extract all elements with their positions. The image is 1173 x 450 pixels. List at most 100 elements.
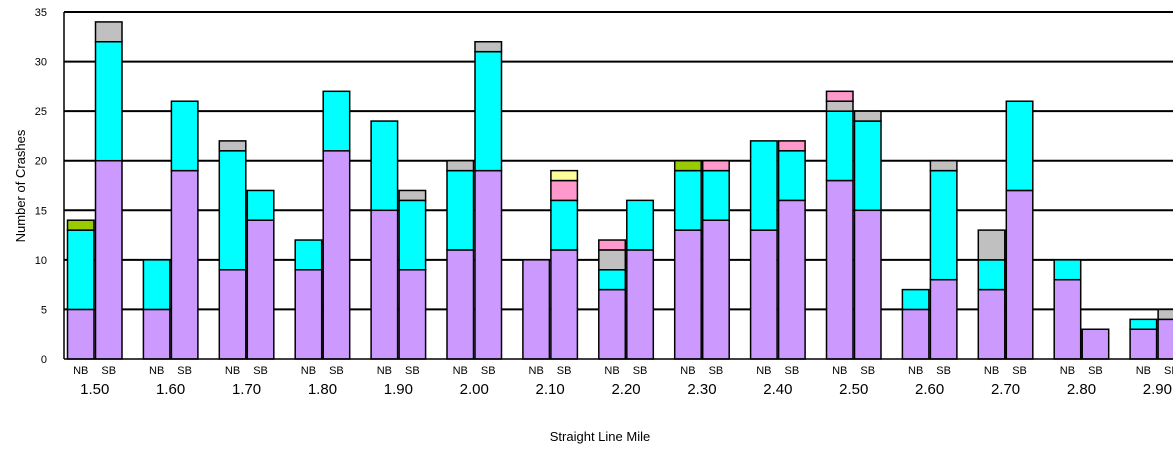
mile-label: 2.50 [839,381,868,398]
bar-segment [294,239,323,271]
bar-2.30-NB [673,159,702,360]
bar-segment [522,259,551,360]
dir-label: NB [756,365,771,377]
bar-segment [218,140,247,152]
bar-2.70-SB [1005,100,1034,360]
bar-segment [218,269,247,360]
bar-2.60-SB [929,159,958,360]
bar-segment [246,189,275,221]
bar-2.90-SB [1157,308,1173,360]
bar-segment [66,308,95,360]
dir-label: NB [908,365,923,377]
bar-2.10-SB [550,169,579,360]
bar-segment [474,40,503,53]
bar-segment [598,269,627,291]
dir-label: SB [177,365,192,377]
bar-segment [1157,308,1173,321]
bar-2.30-SB [701,159,730,360]
bar-segment [825,110,854,182]
bar-segment [398,189,427,202]
bar-segment [474,169,503,360]
bar-2.80-NB [1053,259,1082,360]
bar-segment [142,259,171,311]
bar-1.80-NB [294,239,323,360]
bar-segment [1053,259,1082,281]
bar-segment [1129,328,1158,360]
dir-label: SB [1088,365,1103,377]
bar-segment [777,199,806,360]
bar-segment [825,100,854,112]
bar-1.70-NB [218,140,247,360]
dir-label: NB [1136,365,1151,377]
bar-segment [94,159,123,360]
bar-segment [825,90,854,102]
dir-label: NB [225,365,240,377]
bar-segment [901,308,930,360]
bar-segment [901,288,930,311]
bar-segment [66,229,95,311]
bar-segment [598,249,627,271]
dir-label: SB [405,365,420,377]
tick-labels: 0 5 10 15 20 25 30 35 NB SB 1.50 NB SB 1.60 NB SB 1.70 NB… [35,7,1173,398]
bar-2.70-NB [977,229,1006,360]
bar-segment [777,150,806,202]
mile-label: 2.40 [763,381,792,398]
mile-label: 2.90 [1143,381,1172,398]
bar-2.40-SB [777,140,806,360]
bar-segment [370,209,399,360]
bar-segment [1005,100,1034,192]
bar-2.90-NB [1129,318,1158,360]
bar-segment [1129,318,1158,331]
y-tick-label: 0 [41,354,47,366]
dir-label: SB [936,365,951,377]
dir-label: NB [301,365,316,377]
bar-segment [673,159,702,172]
dir-label: NB [73,365,88,377]
dir-label: NB [149,365,164,377]
bar-segment [673,169,702,231]
bar-segment [1081,328,1110,360]
bar-2.80-SB [1081,328,1110,360]
bar-segment [853,120,882,212]
y-tick-label: 30 [35,57,47,69]
bar-segment [446,169,475,251]
dir-label: SB [785,365,800,377]
bar-segment [929,278,958,360]
y-tick-label: 35 [35,7,47,19]
dir-label: NB [529,365,544,377]
dir-label: NB [604,365,619,377]
bar-1.90-NB [370,120,399,360]
axes [63,12,1173,360]
bar-segment [170,100,199,172]
mile-label: 1.70 [232,381,261,398]
bar-segment [1005,189,1034,360]
bar-segment [322,90,351,152]
bar-segment [626,249,655,360]
bar-segment [977,259,1006,291]
x-axis-title: Straight Line Mile [550,429,650,444]
bar-segment [398,269,427,360]
mile-label: 2.30 [687,381,716,398]
bar-segment [598,288,627,360]
bar-1.90-SB [398,189,427,360]
bar-2.00-SB [474,40,503,360]
bar-segment [1157,318,1173,360]
y-tick-label: 15 [35,205,47,217]
dir-label: NB [832,365,847,377]
bar-segment [474,50,503,172]
dir-label: NB [984,365,999,377]
bar-segment [825,179,854,360]
dir-label: NB [680,365,695,377]
bar-segment [929,159,958,172]
bar-segment [701,159,730,172]
bar-segment [853,209,882,360]
mile-label: 2.00 [460,381,489,398]
bar-segment [94,40,123,162]
bar-segment [218,150,247,271]
bar-segment [701,219,730,360]
bar-segment [294,269,323,360]
mile-label: 1.80 [308,381,337,398]
dir-label: SB [709,365,724,377]
bar-segment [66,219,95,231]
